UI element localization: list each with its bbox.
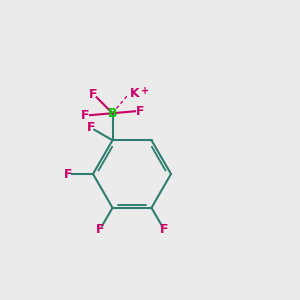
Text: F: F (160, 223, 168, 236)
Text: B: B (108, 107, 117, 120)
Text: F: F (136, 105, 145, 118)
Text: F: F (96, 223, 104, 236)
Text: F: F (80, 109, 89, 122)
Text: K: K (129, 87, 139, 100)
Text: F: F (89, 88, 97, 101)
Text: F: F (64, 167, 72, 181)
Text: F: F (86, 121, 95, 134)
Text: +: + (141, 86, 149, 96)
